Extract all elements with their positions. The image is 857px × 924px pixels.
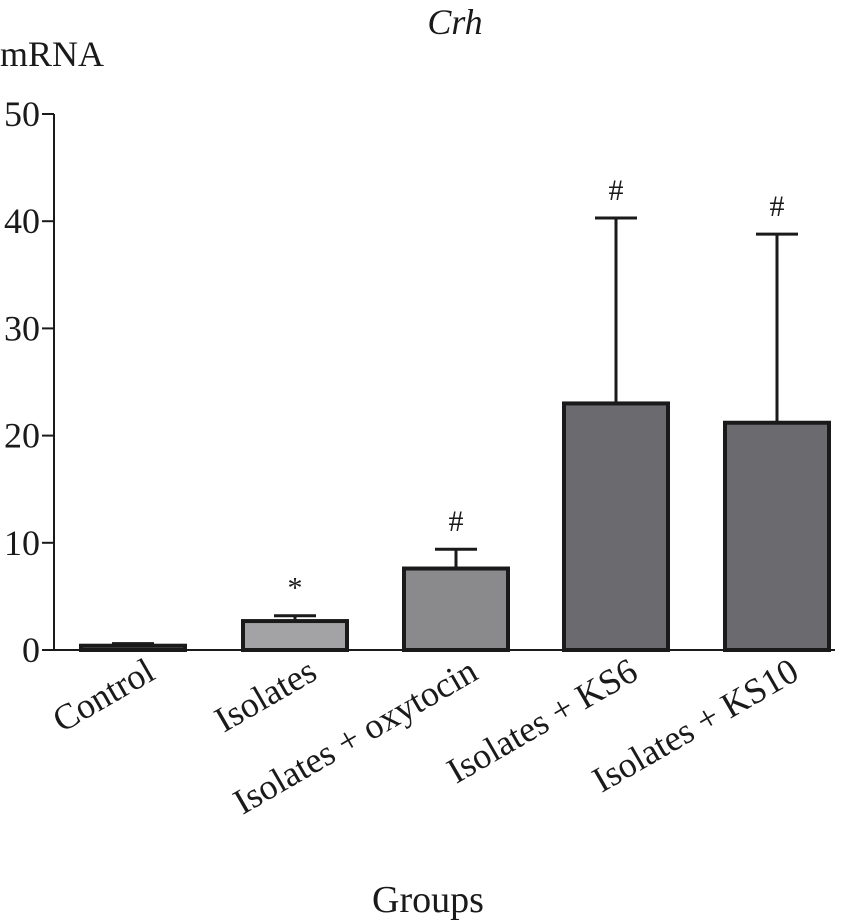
- y-tick-label: 30: [4, 308, 40, 348]
- y-tick-label: 40: [4, 201, 40, 241]
- y-tick-label: 20: [4, 416, 40, 456]
- x-axis-label: Groups: [372, 879, 484, 921]
- x-tick-label: Isolates: [208, 650, 323, 740]
- x-tick-label: Control: [46, 650, 161, 740]
- significance-marker: *: [288, 572, 303, 605]
- y-tick-label: 10: [4, 523, 40, 563]
- bar: [723, 420, 831, 652]
- significance-marker: #: [449, 505, 464, 538]
- significance-marker: #: [609, 174, 624, 207]
- bar: [562, 401, 670, 652]
- chart-title: Crh: [427, 2, 482, 42]
- y-tick-label: 50: [4, 94, 40, 134]
- y-axis-label: mRNA: [0, 34, 104, 74]
- significance-marker: #: [770, 190, 785, 223]
- y-tick-label: 0: [22, 630, 40, 670]
- bar: [402, 566, 510, 653]
- bar: [79, 643, 187, 652]
- bar: [241, 619, 349, 653]
